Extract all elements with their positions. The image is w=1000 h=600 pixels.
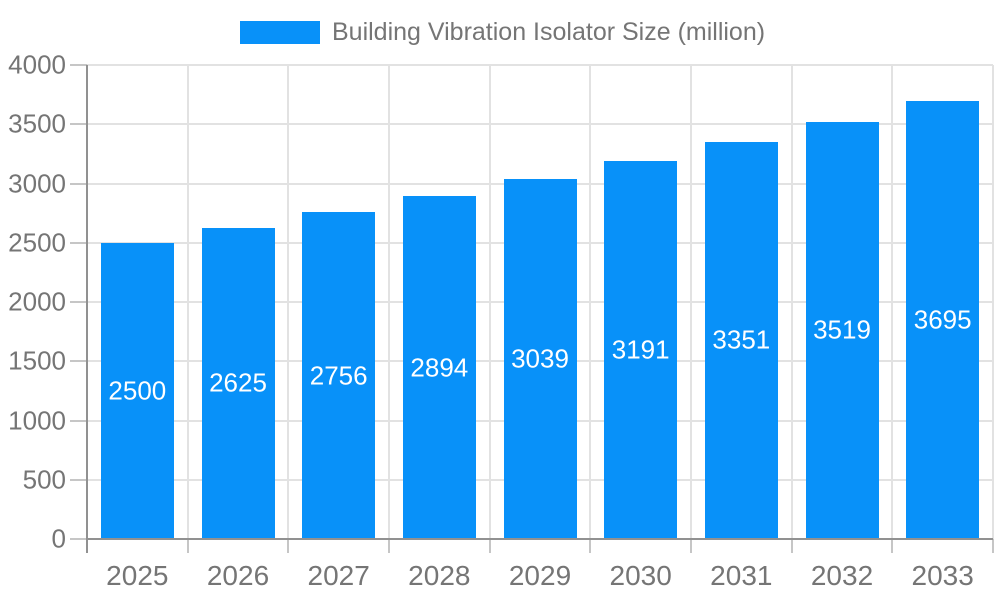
- bar-value-label: 2500: [108, 375, 167, 406]
- chart-legend[interactable]: Building Vibration Isolator Size (millio…: [240, 20, 765, 45]
- bar[interactable]: [503, 178, 577, 539]
- y-tickmark: [70, 478, 87, 481]
- bar-value-label: 3695: [913, 304, 972, 335]
- x-axis-tick-label: 2030: [609, 560, 672, 591]
- x-axis-tick-label: 2028: [408, 560, 471, 591]
- x-axis-line: [87, 538, 993, 540]
- x-axis-tick-label: 2027: [307, 560, 370, 591]
- bar[interactable]: [805, 121, 879, 539]
- x-axis-tick-label: 2031: [710, 560, 773, 591]
- bar[interactable]: [402, 196, 476, 539]
- y-axis-tick-label: 2500: [8, 227, 66, 258]
- x-tickmark: [287, 539, 290, 553]
- x-tickmark: [790, 539, 793, 553]
- x-tickmark: [388, 539, 390, 553]
- y-tickmark: [70, 123, 87, 126]
- bar[interactable]: [100, 242, 174, 539]
- v-gridline: [186, 65, 189, 539]
- x-axis-tick-label: 2033: [911, 560, 974, 591]
- x-axis-tick-label: 2032: [810, 560, 874, 591]
- bar-value-label: 3191: [611, 334, 670, 365]
- y-axis-tick-label: 4000: [8, 49, 66, 80]
- bar-value-label: 3519: [813, 314, 871, 345]
- bar[interactable]: [302, 212, 376, 539]
- bar[interactable]: [201, 227, 275, 539]
- x-tickmark: [589, 539, 592, 553]
- bar-value-label: 3351: [712, 324, 771, 355]
- y-tickmark: [70, 360, 87, 363]
- bar-value-label: 2894: [410, 352, 469, 383]
- x-tickmark: [891, 539, 894, 553]
- v-gridline: [388, 65, 390, 539]
- bar-value-label: 2625: [209, 367, 267, 398]
- legend-swatch: [240, 21, 320, 44]
- y-axis-tick-label: 1000: [8, 405, 66, 435]
- bar-value-label: 2756: [309, 360, 368, 391]
- y-axis-tick-label: 500: [22, 464, 66, 495]
- x-tickmark: [488, 539, 491, 553]
- v-gridline: [790, 65, 793, 539]
- v-gridline: [690, 65, 692, 539]
- y-tickmark: [70, 64, 87, 66]
- v-gridline: [488, 65, 491, 539]
- y-tickmark: [70, 241, 87, 244]
- x-tickmark: [992, 539, 994, 553]
- y-tickmark: [70, 538, 87, 540]
- y-axis-tick-label: 0: [51, 523, 66, 554]
- y-axis-line: [86, 65, 88, 553]
- v-gridline: [589, 65, 592, 539]
- h-gridline: [87, 64, 993, 66]
- y-tickmark: [70, 419, 87, 422]
- y-tickmark: [70, 182, 87, 185]
- v-gridline: [992, 65, 994, 539]
- x-axis-tick-label: 2029: [508, 560, 572, 591]
- y-axis-tick-label: 3500: [8, 108, 66, 139]
- x-axis-tick-label: 2026: [206, 560, 270, 591]
- v-gridline: [287, 65, 290, 539]
- bar-value-label: 3039: [511, 343, 569, 374]
- bar[interactable]: [604, 160, 678, 539]
- x-tickmark: [690, 539, 692, 553]
- y-axis-tick-label: 3000: [8, 168, 66, 198]
- v-gridline: [891, 65, 894, 539]
- y-axis-tick-label: 2000: [8, 286, 66, 317]
- y-tickmark: [70, 301, 87, 303]
- h-gridline: [87, 123, 993, 126]
- bar[interactable]: [906, 101, 980, 539]
- x-axis-tick-label: 2025: [106, 560, 169, 591]
- y-axis-tick-label: 1500: [8, 345, 66, 376]
- x-tickmark: [186, 539, 189, 553]
- legend-label: Building Vibration Isolator Size (millio…: [332, 18, 766, 46]
- bar[interactable]: [704, 141, 778, 539]
